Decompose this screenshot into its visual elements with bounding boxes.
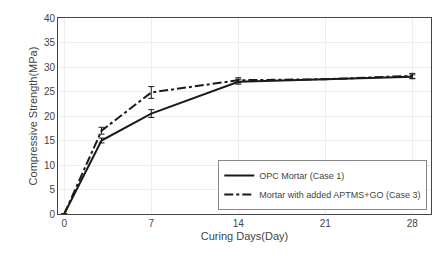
svg-text:30: 30 <box>44 62 56 73</box>
svg-text:15: 15 <box>44 135 56 146</box>
svg-text:0: 0 <box>61 218 67 229</box>
svg-text:Compressive Strength(MPa): Compressive Strength(MPa) <box>27 47 39 186</box>
svg-text:7: 7 <box>148 218 154 229</box>
svg-text:14: 14 <box>233 218 245 229</box>
svg-text:Curing Days(Day): Curing Days(Day) <box>201 230 288 242</box>
svg-text:40: 40 <box>44 13 56 24</box>
svg-text:20: 20 <box>44 111 56 122</box>
svg-text:Mortar with added APTMS+GO (Ca: Mortar with added APTMS+GO (Case 3) <box>259 190 420 200</box>
svg-text:5: 5 <box>49 184 55 195</box>
svg-text:28: 28 <box>407 218 419 229</box>
svg-text:21: 21 <box>320 218 332 229</box>
svg-text:35: 35 <box>44 37 56 48</box>
svg-text:0: 0 <box>49 209 55 220</box>
svg-text:10: 10 <box>44 160 56 171</box>
svg-text:OPC Mortar (Case 1): OPC Mortar (Case 1) <box>259 171 344 181</box>
svg-text:25: 25 <box>44 86 56 97</box>
